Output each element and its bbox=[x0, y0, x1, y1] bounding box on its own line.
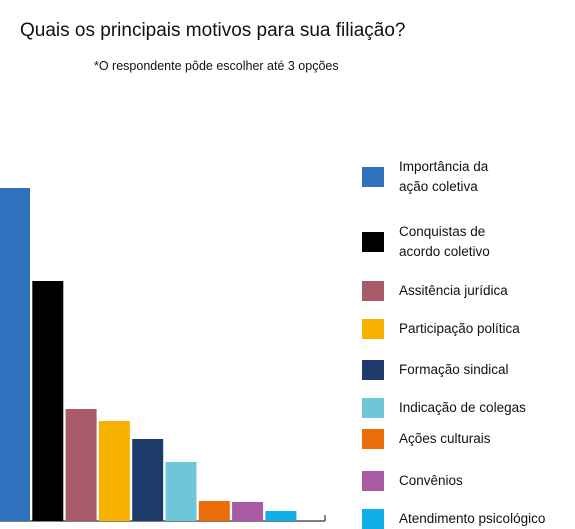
legend-label: Assitência jurídica bbox=[399, 283, 508, 298]
legend-swatch bbox=[362, 398, 384, 418]
legend-label: Participação política bbox=[399, 321, 520, 336]
bar bbox=[32, 281, 64, 521]
legend-item: Formação sindical bbox=[362, 350, 509, 390]
legend-swatch bbox=[362, 167, 384, 187]
legend-swatch bbox=[362, 471, 384, 491]
bar bbox=[65, 409, 97, 521]
legend-swatch bbox=[362, 319, 384, 339]
bar bbox=[98, 421, 130, 521]
legend-item: Participação política bbox=[362, 309, 520, 349]
bar bbox=[232, 502, 264, 521]
legend-item: Importância da ação coletiva bbox=[362, 157, 488, 197]
legend-swatch bbox=[362, 281, 384, 301]
legend-swatch bbox=[362, 232, 384, 252]
bar bbox=[198, 501, 230, 521]
legend-label: Convênios bbox=[399, 473, 463, 488]
bar bbox=[132, 439, 164, 521]
legend-item: Assitência jurídica bbox=[362, 271, 508, 311]
legend-label: Conquistas de acordo coletivo bbox=[399, 224, 490, 259]
chart-subtitle: *O respondente pôde escolher até 3 opçõe… bbox=[94, 59, 339, 73]
bar bbox=[165, 462, 197, 521]
legend-label: Importância da ação coletiva bbox=[399, 159, 489, 194]
bar bbox=[265, 511, 297, 521]
chart-title: Quais os principais motivos para sua fil… bbox=[20, 20, 406, 41]
legend-label: Indicação de colegas bbox=[399, 400, 526, 415]
legend-swatch bbox=[362, 429, 384, 449]
legend-swatch bbox=[362, 360, 384, 380]
legend-item: Convênios bbox=[362, 461, 463, 501]
bar bbox=[0, 188, 30, 521]
legend-swatch bbox=[362, 509, 384, 529]
legend-label: Ações culturais bbox=[399, 431, 491, 446]
legend-item: Ações culturais bbox=[362, 419, 491, 459]
legend-item: Conquistas de acordo coletivo bbox=[362, 222, 490, 262]
legend-label: Formação sindical bbox=[399, 362, 509, 377]
legend-item: Atendimento psicológico bbox=[362, 499, 545, 529]
legend-label: Atendimento psicológico bbox=[399, 511, 546, 526]
legend-item: Indicação de colegas bbox=[362, 388, 526, 428]
